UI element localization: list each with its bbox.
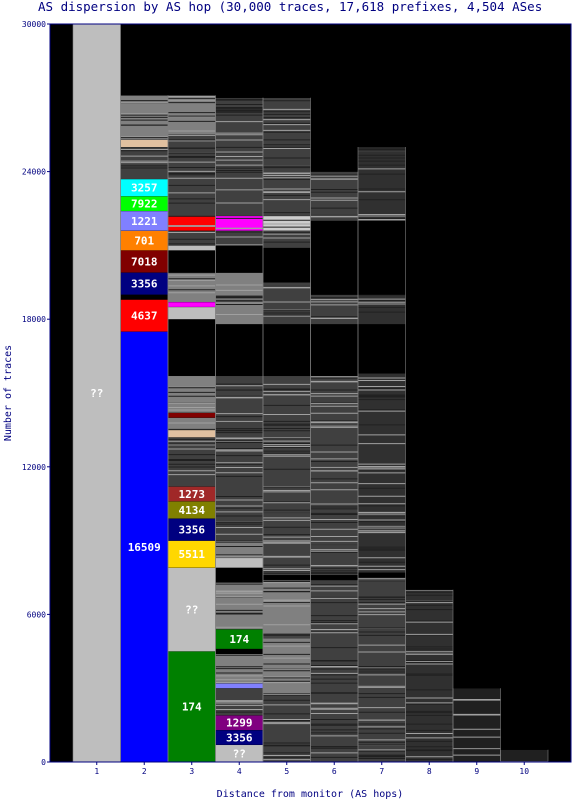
bar-segment-hop3-12	[168, 301, 216, 307]
x-tick-label: 3	[189, 767, 194, 776]
bar-segment-hop3-2	[168, 540, 216, 568]
bar-segment-hop3-3	[168, 518, 216, 541]
bar-segment-hop4-7	[215, 582, 263, 630]
segment-label-hop2: 4637	[131, 310, 158, 323]
y-tick-label: 6000	[27, 610, 46, 619]
segment-label-hop2: 3356	[131, 278, 158, 291]
segment-label-hop3: 5511	[179, 548, 206, 561]
bar-segment-hop4-12	[215, 230, 263, 246]
bar-segment-hop2-0	[120, 331, 168, 762]
bar-segment-hop4-0	[215, 744, 263, 762]
bar-segment-hop5-5	[263, 230, 311, 248]
bar-segment-hop3-15	[168, 230, 216, 246]
bar-segment-hop3-5	[168, 486, 216, 502]
segment-label-hop2: 3257	[131, 182, 158, 195]
bar-segment-hop8-0	[405, 589, 453, 762]
bar-segment-hop3-7	[168, 429, 216, 438]
y-axis-label: Number of traces	[3, 345, 14, 441]
y-tick-label: 24000	[22, 168, 46, 177]
bar-segment-hop2-4	[120, 230, 168, 251]
hop-separators	[72, 24, 549, 762]
y-tick-label: 18000	[22, 315, 46, 324]
bar-segment-hop3-10	[168, 375, 216, 413]
segment-label-hop2: 7018	[131, 255, 158, 268]
bar-segment-hop3-13	[168, 272, 216, 302]
segment-label-hop2: 7922	[131, 198, 158, 211]
x-tick-label: 5	[284, 767, 289, 776]
segment-label-hop4: ??	[233, 747, 246, 760]
bar-segment-hop2-9	[120, 139, 168, 147]
x-axis: 1 2 3 4 5 6 7 8 9 10	[94, 762, 529, 776]
bar-segment-hop4-4	[215, 683, 263, 689]
bar-segment-hop4-10	[215, 375, 263, 541]
bar-segment-hop6-3	[310, 171, 358, 221]
bar-segment-hop4-6	[215, 629, 263, 649]
stacked-bars	[73, 23, 548, 763]
bar-segment-hop4-9	[215, 540, 263, 558]
bar-segment-hop2-6	[120, 196, 168, 211]
bar-segment-hop4-13	[215, 215, 263, 231]
bar-segment-hop2-3	[120, 250, 168, 273]
x-tick-label: 9	[474, 767, 479, 776]
y-tick-label: 30000	[22, 20, 46, 29]
bar-segment-hop3-11	[168, 306, 216, 320]
segment-label-hop1: ??	[90, 387, 103, 400]
bar-segment-hop3-4	[168, 501, 216, 519]
segment-label-hop2: 701	[134, 234, 154, 247]
bar-segment-hop6-2	[310, 294, 358, 325]
y-tick-label: 0	[41, 758, 46, 767]
segment-label-hop3: ??	[185, 603, 198, 616]
bar-segment-hop5-6	[263, 215, 311, 231]
chart-title: AS dispersion by AS hop (30,000 traces, …	[38, 0, 542, 14]
segment-label-hop2: 16509	[128, 541, 161, 554]
segment-label-hop4: 1299	[226, 717, 253, 730]
bar-segment-hop3-0	[168, 651, 216, 762]
bar-segment-hop2-5	[120, 210, 168, 231]
bar-segment-hop3-14	[168, 245, 216, 251]
segment-label-hop3: 174	[182, 701, 202, 714]
bar-segment-hop3-18	[168, 95, 216, 135]
bar-segment-hop3-16	[168, 215, 216, 231]
bar-segment-hop4-2	[215, 715, 263, 731]
bar-segment-hop4-8	[215, 557, 263, 568]
bar-segment-hop3-6	[168, 437, 216, 487]
bar-segment-hop5-0	[263, 693, 311, 762]
bar-segment-hop6-0	[310, 579, 358, 762]
bar-segment-hop3-9	[168, 412, 216, 418]
segment-label-hop3: 3356	[179, 524, 206, 537]
segment-label-hop4: 174	[229, 633, 249, 646]
segment-labels: ?? 16509 4637 3356 7018 701 1221 7922 3257 174?? 5…	[90, 182, 253, 761]
x-tick-label: 6	[332, 767, 337, 776]
bar-segment-hop2-1	[120, 299, 168, 332]
segment-label-hop3: 4134	[179, 504, 206, 517]
x-tick-label: 10	[519, 767, 529, 776]
segment-label-hop4: 3356	[226, 731, 253, 744]
segment-label-hop3: 1273	[179, 488, 206, 501]
x-tick-label: 1	[94, 767, 99, 776]
plot-frame	[49, 23, 572, 763]
x-tick-label: 8	[427, 767, 432, 776]
bar-segment-hop7-3	[358, 147, 406, 221]
bar-segment-hop3-8	[168, 417, 216, 430]
bar-segment-hop5-7	[263, 97, 311, 216]
bar-segment-hop3-1	[168, 567, 216, 652]
bar-segment-hop4-1	[215, 730, 263, 745]
x-tick-label: 7	[379, 767, 384, 776]
bar-segment-hop5-4	[263, 282, 311, 325]
y-axis: 0 6000 12000 18000 24000 30000	[22, 20, 50, 767]
x-axis-label: Distance from monitor (AS hops)	[217, 789, 404, 800]
bar-segment-hop2-2	[120, 272, 168, 295]
bar-segment-hop6-1	[310, 375, 358, 576]
x-tick-label: 4	[237, 767, 242, 776]
segment-label-hop2: 1221	[131, 215, 158, 228]
y-tick-label: 12000	[22, 463, 46, 472]
x-tick-label: 2	[142, 767, 147, 776]
bar-segment-hop1-0	[73, 24, 121, 762]
bar-segment-hop2-7	[120, 178, 168, 197]
